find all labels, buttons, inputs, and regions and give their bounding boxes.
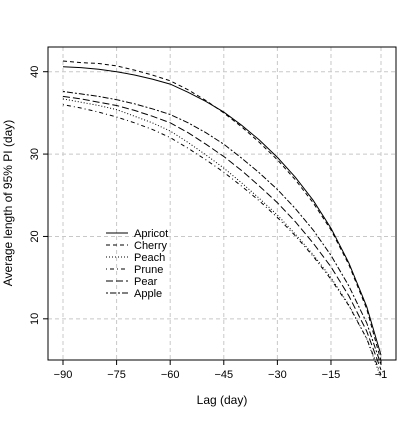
series-line-pear xyxy=(62,95,382,371)
series-line-peach xyxy=(62,98,382,379)
x-tick-label: −15 xyxy=(322,369,341,381)
y-tick-label: 10 xyxy=(29,313,41,325)
series-layer xyxy=(62,60,382,379)
legend-label-apricot: Apricot xyxy=(134,228,168,240)
series-line-apple xyxy=(62,91,382,366)
x-tick-label: −60 xyxy=(161,369,180,381)
x-tick-label: −75 xyxy=(107,369,126,381)
legend-label-cherry: Cherry xyxy=(134,240,168,252)
y-axis-label: Average length of 95% PI (day) xyxy=(1,120,15,287)
series-line-cherry xyxy=(62,60,382,361)
x-tick-label: −30 xyxy=(268,369,287,381)
series-line-prune xyxy=(62,104,382,375)
series-line-apricot xyxy=(62,66,382,356)
x-axis-label: Lag (day) xyxy=(197,393,248,407)
plot-frame xyxy=(47,46,397,361)
axis-layer: −90 −75 −60 −45 −30 −15 −1 10 20 30 40 xyxy=(29,66,387,381)
legend-label-prune: Prune xyxy=(134,264,163,276)
x-tick-label: −45 xyxy=(214,369,233,381)
grid-layer xyxy=(48,47,396,360)
x-tick-label: −90 xyxy=(54,369,73,381)
legend-label-apple: Apple xyxy=(134,288,162,300)
y-tick-label: 30 xyxy=(29,148,41,160)
legend-label-pear: Pear xyxy=(134,276,158,288)
y-tick-label: 20 xyxy=(29,230,41,242)
x-tick-label: −1 xyxy=(375,369,388,381)
legend-label-peach: Peach xyxy=(134,252,165,264)
y-tick-label: 40 xyxy=(29,66,41,78)
